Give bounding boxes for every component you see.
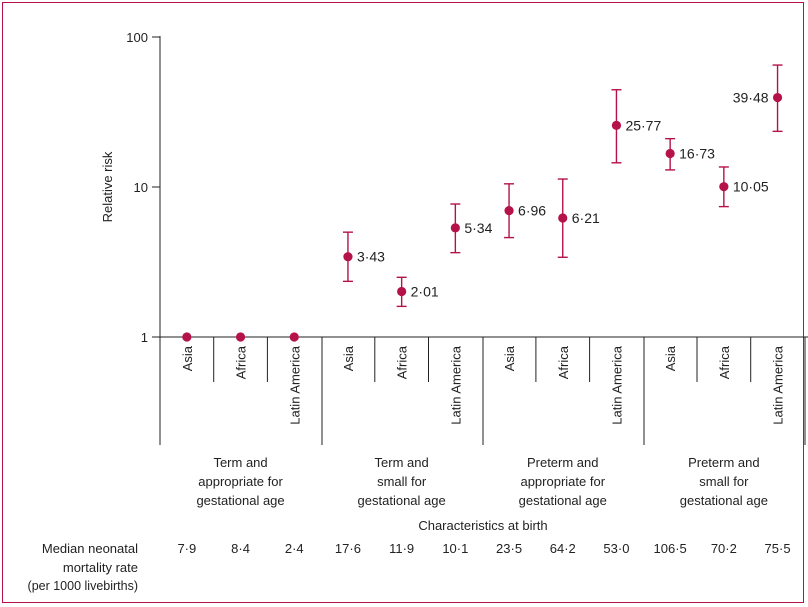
group-label: Preterm and <box>688 455 760 470</box>
mortality-value: 106·5 <box>654 541 687 556</box>
data-point <box>772 92 783 103</box>
region-label: Latin America <box>448 345 463 425</box>
region-label: Asia <box>341 345 356 371</box>
region-label: Asia <box>502 345 517 371</box>
group-label: Term and <box>213 455 267 470</box>
data-point <box>611 120 622 130</box>
group-label: Preterm and <box>527 455 599 470</box>
data-label: 3·43 <box>357 249 385 265</box>
chart-marks <box>182 64 783 342</box>
data-point <box>719 182 729 192</box>
data-point <box>450 223 460 233</box>
mortality-value: 75·5 <box>765 541 791 556</box>
y-axis-label: Relative risk <box>100 151 115 222</box>
group-label: gestational age <box>680 493 768 508</box>
mortality-value: 64·2 <box>550 541 576 556</box>
region-label: Latin America <box>771 345 786 425</box>
data-point <box>397 286 407 297</box>
data-label: 5·34 <box>464 220 492 236</box>
data-point <box>504 206 514 216</box>
region-label: Africa <box>234 345 249 379</box>
region-label: Latin America <box>287 345 302 425</box>
mortality-value: 70·2 <box>711 541 737 556</box>
data-point <box>665 148 675 159</box>
region-label: Africa <box>556 345 571 379</box>
mortality-value: 2·4 <box>285 541 304 556</box>
group-label: small for <box>377 474 427 489</box>
mortality-value: 53·0 <box>603 541 629 556</box>
axes <box>152 36 808 445</box>
mortality-label-line3: (per 1000 livebirths) <box>28 579 138 593</box>
group-label: small for <box>699 474 749 489</box>
data-point <box>182 332 192 342</box>
group-label: Term and <box>375 455 429 470</box>
group-label: appropriate for <box>520 474 605 489</box>
data-label: 2·01 <box>411 284 439 300</box>
x-axis-label: Characteristics at birth <box>418 518 547 533</box>
data-label: 6·96 <box>518 203 546 219</box>
mortality-value: 7·9 <box>177 541 196 556</box>
data-point <box>289 332 299 342</box>
y-tick-label: 100 <box>126 30 148 45</box>
mortality-value: 10·1 <box>442 541 468 556</box>
group-label: gestational age <box>196 493 284 508</box>
data-label: 16·73 <box>679 145 715 161</box>
data-point <box>343 252 353 262</box>
data-label: 6·21 <box>572 210 600 226</box>
region-label: Asia <box>663 345 678 371</box>
data-label: 10·05 <box>733 179 769 195</box>
data-point <box>558 213 568 223</box>
region-label: Latin America <box>609 345 624 425</box>
chart-labels: 1 10 100 Relative risk Asia 7·9 Africa 8·4 Latin… <box>28 30 791 593</box>
y-tick-label: 1 <box>141 330 148 345</box>
group-label: gestational age <box>519 493 607 508</box>
y-tick-label: 10 <box>134 180 148 195</box>
region-label: Africa <box>395 345 410 379</box>
group-label: gestational age <box>358 493 446 508</box>
data-point <box>235 332 246 342</box>
mortality-value: 11·9 <box>389 541 414 556</box>
region-label: Asia <box>180 345 195 371</box>
mortality-value: 17·6 <box>335 541 361 556</box>
mortality-label-line2: mortality rate <box>63 560 138 575</box>
data-label: 39·48 <box>733 90 769 106</box>
mortality-label-line1: Median neonatal <box>42 541 138 556</box>
region-label: Africa <box>717 345 732 379</box>
mortality-value: 8·4 <box>231 541 250 556</box>
data-label: 25·77 <box>625 117 661 133</box>
group-label: appropriate for <box>198 474 283 489</box>
mortality-value: 23·5 <box>496 541 522 556</box>
